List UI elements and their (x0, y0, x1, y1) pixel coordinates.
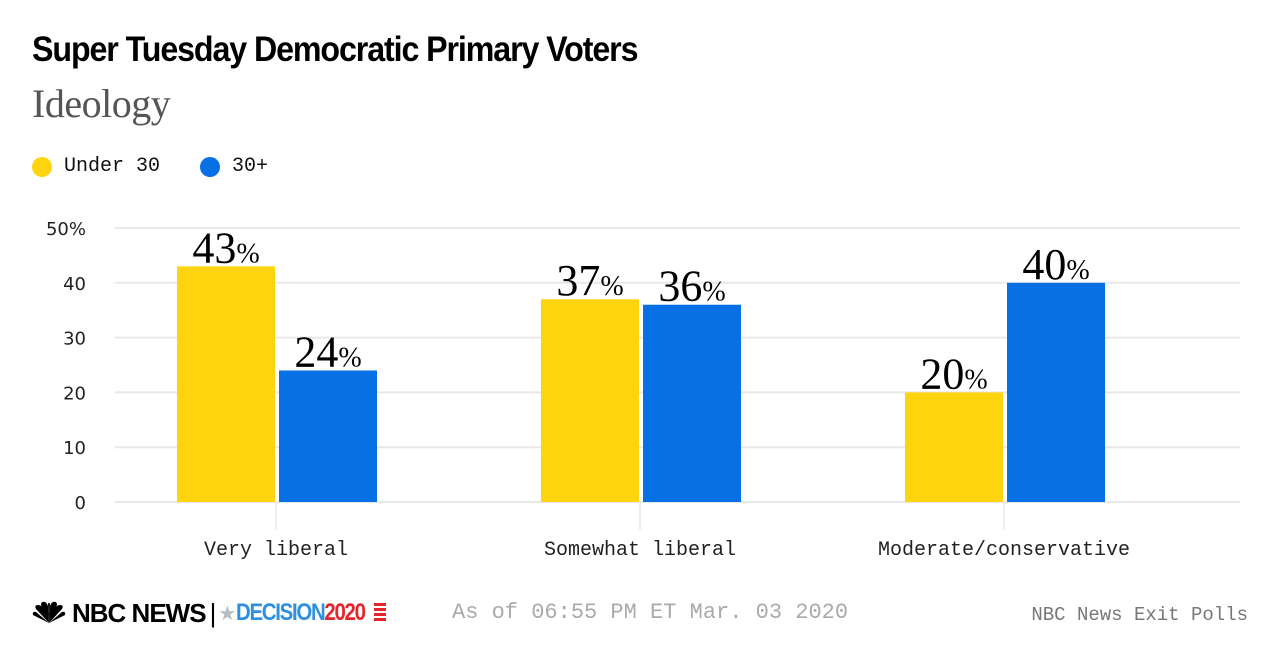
bar-30-plus (279, 370, 377, 502)
legend-item-30-plus: 30+ (200, 155, 268, 178)
star-icon: ★ (218, 602, 237, 625)
bar-30-plus (643, 304, 741, 502)
bar-under-30 (905, 392, 1003, 502)
value-suffix: % (702, 277, 725, 308)
decision-year: 2020 (324, 599, 367, 626)
value-number: 37 (556, 256, 600, 305)
bar-30-plus (1007, 282, 1105, 502)
legend: Under 30 30+ (32, 155, 308, 178)
value-number: 24 (294, 327, 338, 376)
decision-text: DECISION (236, 599, 326, 626)
value-suffix: % (964, 364, 987, 395)
value-number: 40 (1022, 240, 1066, 289)
bar-under-30 (177, 266, 275, 502)
chart-subtitle: Ideology (32, 81, 171, 126)
category-label: Very liberal (204, 539, 348, 562)
nbc-peacock-icon (32, 601, 66, 623)
value-number: 43 (192, 223, 236, 272)
category-ticks (275, 502, 1005, 530)
y-tick-label: 0 (75, 493, 86, 514)
bars (177, 266, 1105, 502)
chart-title: Super Tuesday Democratic Primary Voters (32, 30, 638, 69)
value-number: 36 (658, 262, 702, 311)
decision-2020-wordmark: DECISION2020 (236, 599, 367, 627)
legend-label-30-plus: 30+ (232, 155, 269, 178)
value-suffix: % (600, 271, 623, 302)
nbc-decision-logo: NBC NEWS | ★ DECISION2020 (32, 596, 386, 630)
y-tick-label: 30 (63, 329, 86, 350)
value-label: 37% (556, 256, 623, 305)
y-tick-label: 50% (46, 219, 86, 240)
category-label: Moderate/conservative (878, 539, 1130, 562)
timestamp: As of 06:55 PM ET Mar. 03 2020 (452, 600, 849, 625)
legend-label-under-30: Under 30 (64, 155, 161, 178)
value-suffix: % (338, 342, 361, 373)
value-label: 24% (294, 327, 361, 376)
value-label: 20% (920, 349, 987, 398)
value-label: 43% (192, 223, 259, 272)
value-number: 20 (920, 349, 964, 398)
legend-item-under-30: Under 30 (32, 155, 160, 178)
logo-separator: | (209, 597, 217, 628)
value-label: 40% (1022, 240, 1089, 289)
bar-under-30 (541, 299, 639, 502)
value-labels: 43%24%37% 36%20%40% (192, 223, 1089, 398)
value-suffix: % (236, 238, 259, 269)
value-suffix: % (1066, 255, 1089, 286)
y-tick-label: 20 (63, 383, 86, 404)
nbc-news-wordmark: NBC NEWS (72, 597, 207, 628)
footer: NBC NEWS | ★ DECISION2020 As of 06:55 PM… (32, 596, 1252, 636)
y-tick-label: 40 (63, 274, 86, 295)
y-tick-label: 10 (63, 438, 86, 459)
legend-swatch-30-plus (200, 156, 221, 177)
flag-stripes-icon (373, 603, 386, 623)
value-label: 36% (658, 262, 725, 311)
category-label: Somewhat liberal (544, 539, 736, 562)
legend-swatch-under-30 (32, 156, 52, 177)
y-axis-ticks: 0 10 20 30 40 50% (46, 219, 86, 514)
category-labels: Very liberal Somewhat liberal Moderate/con… (204, 539, 1130, 562)
source-credit: NBC News Exit Polls (1031, 604, 1248, 626)
